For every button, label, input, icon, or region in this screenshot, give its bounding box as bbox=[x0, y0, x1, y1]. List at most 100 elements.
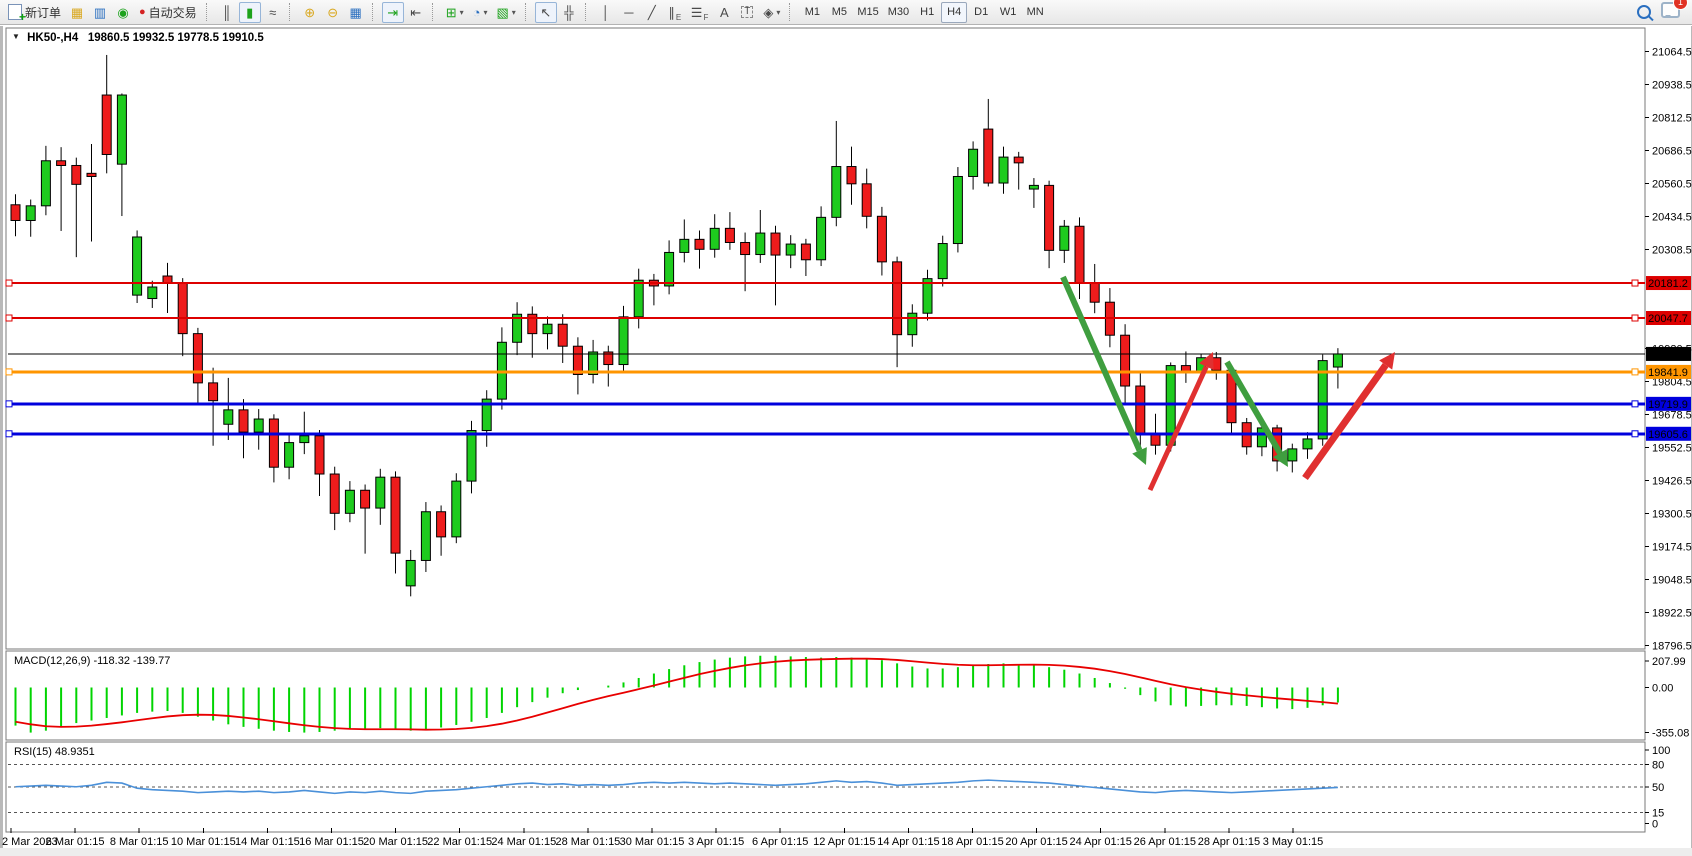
svg-text:19719.9: 19719.9 bbox=[1648, 399, 1688, 411]
candle bbox=[892, 261, 903, 336]
svg-text:19426.5: 19426.5 bbox=[1652, 476, 1692, 488]
new-chart-button[interactable]: ⊞ ▾ bbox=[442, 2, 468, 23]
svg-text:18 Apr 01:15: 18 Apr 01:15 bbox=[941, 836, 1003, 848]
zoom-in-button[interactable]: ⊕ bbox=[299, 2, 321, 23]
dropdown-arrow-icon: ▾ bbox=[511, 7, 516, 17]
notifications-button[interactable]: 1 bbox=[1661, 0, 1688, 23]
chart-shift-button[interactable]: ⇤ bbox=[405, 2, 427, 23]
timeframe-button-h4[interactable]: H4 bbox=[941, 1, 968, 23]
fibonacci-sub-label: F bbox=[703, 12, 709, 22]
svg-text:2 Mar 2023: 2 Mar 2023 bbox=[2, 836, 58, 848]
templates-button[interactable]: ▧ ▾ bbox=[492, 2, 519, 23]
fibonacci-tool-button[interactable]: ☰ F bbox=[687, 2, 713, 23]
candle bbox=[512, 313, 523, 343]
market-watch-button[interactable]: ▥ bbox=[89, 2, 111, 23]
auto-trading-label: 自动交易 bbox=[148, 5, 197, 20]
collapse-caret-icon[interactable]: ▼ bbox=[12, 32, 20, 41]
crosshair-tool-button[interactable]: ╬ bbox=[558, 2, 580, 23]
bar-chart-button[interactable]: ║ bbox=[216, 2, 238, 23]
svg-text:19605.6: 19605.6 bbox=[1648, 429, 1688, 441]
horizontal-line-tool-button[interactable]: ─ bbox=[618, 2, 640, 23]
svg-text:18796.5: 18796.5 bbox=[1652, 641, 1692, 653]
timeframe-button-d1[interactable]: D1 bbox=[974, 6, 989, 18]
macd-panel: 207.99 0.00 -355.08 bbox=[14, 655, 1689, 740]
toolbar-separator bbox=[288, 3, 294, 21]
candle bbox=[86, 172, 97, 177]
line-anchor-handle[interactable] bbox=[1631, 400, 1639, 408]
candle bbox=[952, 175, 963, 245]
timeframe-button-h1[interactable]: H1 bbox=[920, 6, 935, 18]
timeframe-button-mn[interactable]: MN bbox=[1026, 6, 1044, 18]
candle bbox=[1059, 225, 1070, 251]
line-anchor-handle[interactable] bbox=[5, 430, 13, 438]
candle bbox=[633, 279, 644, 318]
candle bbox=[268, 418, 279, 468]
line-anchor-handle[interactable] bbox=[5, 400, 13, 408]
svg-text:0.00: 0.00 bbox=[1652, 683, 1673, 695]
toolbar-separator bbox=[524, 3, 530, 21]
periods-button[interactable]: ◔ ▾ bbox=[469, 2, 492, 23]
annotation-arrows bbox=[1060, 275, 1395, 492]
new-order-button[interactable]: + 新订单 bbox=[4, 2, 65, 24]
channel-icon: ∥ bbox=[668, 4, 675, 20]
candlestick-chart-button[interactable]: ▮ bbox=[238, 1, 261, 23]
line-anchor-handle[interactable] bbox=[1631, 279, 1639, 287]
svg-text:28 Apr 01:15: 28 Apr 01:15 bbox=[1198, 836, 1260, 848]
search-icon[interactable] bbox=[1637, 5, 1651, 19]
trend-arrow[interactable] bbox=[1224, 360, 1283, 455]
candle bbox=[25, 205, 36, 221]
line-anchor-handle[interactable] bbox=[1631, 314, 1639, 322]
line-anchor-handle[interactable] bbox=[5, 314, 13, 322]
line-anchor-handle[interactable] bbox=[5, 279, 13, 287]
candle bbox=[375, 476, 386, 509]
navigator-button[interactable]: ◉ bbox=[112, 2, 134, 23]
timeframe-button-w1[interactable]: W1 bbox=[999, 6, 1017, 18]
line-chart-button[interactable]: ≈ bbox=[262, 2, 284, 23]
line-anchor-handle[interactable] bbox=[1631, 368, 1639, 376]
timeframe-button-m15[interactable]: M15 bbox=[857, 6, 879, 18]
svg-text:3 May 01:15: 3 May 01:15 bbox=[1263, 836, 1324, 848]
svg-text:14 Apr 01:15: 14 Apr 01:15 bbox=[877, 836, 939, 848]
trend-arrow[interactable] bbox=[1060, 275, 1143, 452]
line-anchor-handle[interactable] bbox=[5, 368, 13, 376]
fibonacci-icon: ☰ bbox=[690, 4, 703, 20]
trend-arrow-head bbox=[1273, 449, 1288, 467]
rsi-indicator-label: RSI(15) 48.9351 bbox=[14, 746, 95, 758]
shapes-tool-button[interactable]: ◈ ▾ bbox=[759, 2, 784, 23]
toolbar-separator bbox=[431, 3, 437, 21]
trend-arrow[interactable] bbox=[1147, 365, 1209, 492]
trend-arrow[interactable] bbox=[1302, 362, 1389, 481]
auto-trading-icon: ● bbox=[139, 5, 146, 18]
timeframe-button-m1[interactable]: M1 bbox=[804, 6, 820, 18]
candle bbox=[1135, 385, 1146, 434]
zoom-out-button[interactable]: ⊖ bbox=[322, 2, 344, 23]
candle bbox=[998, 156, 1009, 184]
candle bbox=[1120, 334, 1131, 387]
trendline-tool-button[interactable]: ╱ bbox=[641, 2, 663, 23]
svg-text:20434.5: 20434.5 bbox=[1652, 212, 1692, 224]
text-label-tool-button[interactable]: T bbox=[736, 2, 758, 23]
candle bbox=[724, 227, 735, 243]
shapes-icon: ◈ bbox=[763, 4, 774, 20]
line-anchor-handle[interactable] bbox=[1631, 430, 1639, 438]
auto-scroll-button[interactable]: ⇥ bbox=[381, 1, 404, 23]
timeframe-button-m30[interactable]: M30 bbox=[887, 6, 910, 18]
new-order-label: 新订单 bbox=[25, 5, 62, 20]
trendline-icon: ╱ bbox=[647, 4, 656, 20]
svg-text:24 Apr 01:15: 24 Apr 01:15 bbox=[1070, 836, 1132, 848]
vertical-line-icon: │ bbox=[601, 4, 610, 20]
text-tool-button[interactable]: A bbox=[713, 2, 735, 23]
candle bbox=[360, 489, 371, 509]
channel-tool-button[interactable]: ∥ E bbox=[664, 2, 686, 23]
svg-text:207.99: 207.99 bbox=[1652, 656, 1686, 668]
profiles-button[interactable]: ▦ bbox=[66, 2, 88, 23]
vertical-line-tool-button[interactable]: │ bbox=[595, 2, 617, 23]
timeframe-button-m5[interactable]: M5 bbox=[831, 6, 847, 18]
tile-windows-button[interactable]: ▦ bbox=[345, 2, 367, 23]
auto-trading-button[interactable]: ● 自动交易 bbox=[135, 2, 201, 23]
cursor-tool-button[interactable]: ↖ bbox=[534, 1, 557, 23]
candle bbox=[770, 232, 781, 256]
candle bbox=[664, 251, 675, 287]
candle bbox=[132, 236, 143, 296]
candle bbox=[405, 559, 416, 587]
